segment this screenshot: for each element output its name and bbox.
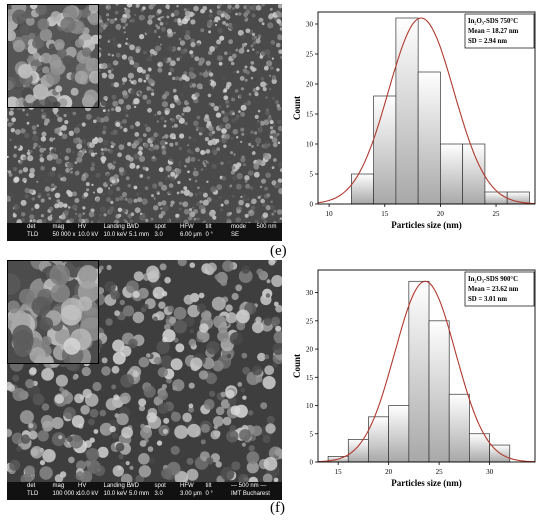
y-tick-label: 0 [310,459,314,467]
y-tick-label: 15 [306,374,314,382]
sem-footer-e: det TLD mag 50 000 x HV 10.0 kV Landing E 10.0 … [7,223,282,241]
x-tick-label: 15 [381,210,389,218]
plot-frame [317,269,536,463]
sem-footer-value: 5.1 mm [129,232,150,238]
x-tick-label: 25 [493,210,501,218]
sem-footer-value: 10.0 kV [78,232,99,238]
histogram-bar [484,191,508,205]
sem-inset-e [7,4,99,108]
sem-footer-value: TLD [27,232,39,238]
sem-inset-f [7,260,99,364]
sem-footer-label: HV [78,483,87,489]
histogram-bar [351,173,374,205]
y-tick-label: 10 [306,141,314,149]
sem-footer-value: 0 ° [205,491,213,497]
legend-text: In₂O₃-SDS 750°C [468,18,518,25]
sem-footer-label: HFW [180,224,194,230]
sem-image-e: det TLD mag 50 000 x HV 10.0 kV Landing E 10.0 … [7,4,282,241]
panel-label-e: (e) [270,243,287,259]
histogram-e: 10 15 20 25 0 5 10 15 20 25 30 Particles size (nm) C… [292,11,536,230]
sem-footer-label: mag [52,224,65,230]
y-tick-label: 5 [310,171,314,179]
x-axis-label: Particles size (nm) [391,478,461,488]
sem-footer-value: 3.0 [154,232,163,238]
sem-footer-label: det [27,224,36,230]
sem-footer-value: 3.0 [154,491,163,497]
sem-footer-f: det TLD mag 100 000 x HV 10.0 kV Landing E 10.0… [7,482,282,500]
sem-footer-label: WD [129,224,139,230]
legend-text: SD = 2.94 nm [468,38,507,45]
plot-frame [317,11,536,205]
x-tick-label: 15 [335,468,343,476]
histogram-bar [417,71,441,205]
y-tick-label: 10 [306,402,314,410]
sem-footer-value: 100 000 x [52,491,79,497]
gaussian-fit-line [318,280,535,463]
histogram-bar [347,439,369,463]
y-tick-label: 5 [310,430,314,438]
x-tick-label: 25 [436,468,444,476]
sem-footer-value: 10.0 keV [103,491,128,497]
sem-inset-texture-e [8,5,98,107]
sem-footer-value: 5.0 mm [129,491,150,497]
histogram-bar [408,280,430,463]
sem-inset-texture-f [8,261,98,363]
legend-text: Mean = 23.62 nm [468,286,519,293]
histogram-bar [373,95,397,205]
sem-footer-value: IMT Bucharest [231,491,270,497]
legend-text: Mean = 18.27 nm [468,28,519,35]
x-axis-label: Particles size (nm) [391,220,461,230]
x-tick-label: 20 [385,468,393,476]
sem-footer-label: Landing E [103,483,131,489]
y-tick-label: 30 [306,289,314,297]
sem-footer-value: 3.00 μm [180,491,202,497]
sem-footer-label: mode [231,224,247,230]
sem-footer-label: HFW [180,483,194,489]
sem-footer-value: SE [231,232,240,238]
legend-text: In₂O₃-SDS 900°C [468,276,518,283]
y-tick-label: 20 [306,346,314,354]
sem-footer-label: mag [52,483,65,489]
sem-footer-value: TLD [27,491,39,497]
sem-footer-value: 6.00 μm [180,232,202,238]
legend-text: SD = 3.01 nm [468,296,507,303]
sem-footer-label: WD [129,483,139,489]
panel-label-f: (f) [270,500,285,516]
gaussian-fit-line [317,17,536,205]
sem-footer-label: Landing E [103,224,131,230]
x-tick-label: 20 [437,210,445,218]
x-tick-label: 10 [326,210,334,218]
legend-box [464,13,535,49]
histogram-bar [395,17,419,205]
histogram-bar [440,143,464,205]
y-tick-label: 30 [306,21,314,29]
histogram-bar [448,393,470,463]
sem-footer-label: HV [78,224,87,230]
histogram-bar [388,405,410,463]
sem-footer-value: 50 000 x [52,232,76,238]
sem-footer-label: tilt [205,483,212,489]
sem-footer-label: det [27,483,36,489]
sem-footer-label: — 500 nm — [231,483,267,489]
y-tick-label: 0 [310,201,314,209]
y-axis-label: Count [292,96,302,120]
y-tick-label: 25 [306,317,314,325]
sem-footer-value: 10.0 keV [103,232,128,238]
y-tick-label: 15 [306,111,314,119]
histogram-f: 15 20 25 30 0 5 10 15 20 25 30 Particles size (nm) C… [292,269,536,488]
legend-box [464,271,535,307]
y-axis-label: Count [292,354,302,378]
sem-footer-label: tilt [205,224,212,230]
sem-footer-label: spot [154,224,166,230]
y-tick-label: 20 [306,81,314,89]
sem-footer-label: spot [154,483,166,489]
sem-image-f: det TLD mag 100 000 x HV 10.0 kV Landing E 10.0… [7,260,282,500]
histogram-bar [428,320,450,463]
y-tick-label: 25 [306,51,314,59]
sem-footer-value: 0 ° [205,232,213,238]
sem-footer-label: 500 nm [256,224,277,230]
sem-footer-value: 10.0 kV [78,491,99,497]
x-tick-label: 30 [486,468,494,476]
